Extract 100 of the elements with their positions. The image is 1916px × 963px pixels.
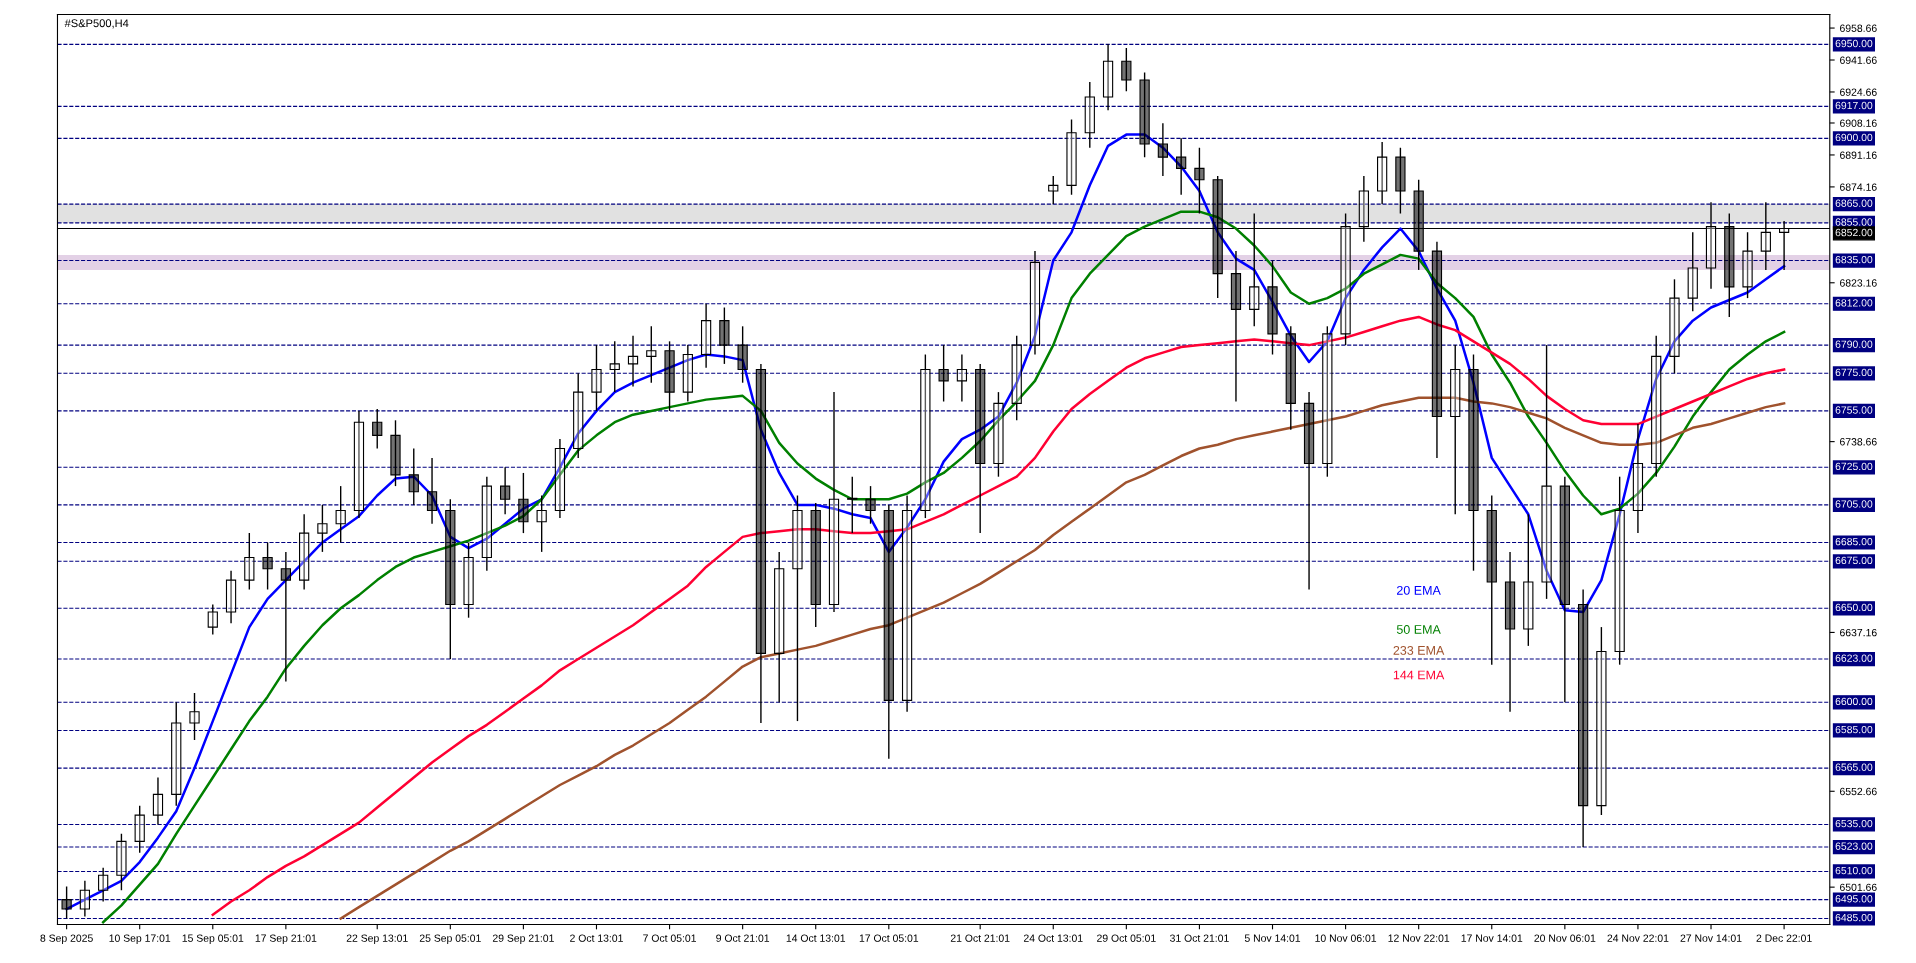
candlestick — [828, 391, 840, 613]
candlestick — [700, 303, 712, 369]
line-series — [339, 396, 1786, 920]
candlestick — [1157, 122, 1169, 177]
candlestick — [975, 363, 986, 534]
candlestick — [1303, 391, 1315, 591]
candlestick — [1651, 335, 1662, 478]
y-tick-label: 6941.66 — [1840, 56, 1877, 64]
candlestick — [774, 551, 785, 703]
candlestick — [1121, 47, 1132, 93]
x-tick-label: 5 Nov 14:01 — [1244, 934, 1301, 942]
candlestick — [1468, 353, 1479, 572]
ref-line-label: 6835.00 — [1835, 255, 1873, 264]
ref-line-label: 6852.00 — [1835, 228, 1873, 237]
candlestick — [883, 504, 894, 760]
candlestick — [993, 391, 1004, 478]
y-tick-label: 6501.66 — [1840, 883, 1877, 892]
candlestick — [755, 363, 767, 724]
candlestick — [1267, 259, 1278, 356]
x-tick-label: 17 Nov 14:01 — [1461, 934, 1523, 942]
candlestick — [244, 532, 255, 591]
y-tick-label: 6874.16 — [1840, 183, 1877, 191]
candlestick — [372, 408, 383, 450]
ref-line-label: 6565.00 — [1835, 763, 1873, 771]
candlestick — [646, 325, 657, 384]
candlestick — [920, 353, 931, 519]
ref-line-label: 6855.00 — [1835, 218, 1873, 226]
candlestick — [1450, 344, 1461, 515]
candlestick — [1614, 476, 1625, 666]
candlestick — [463, 541, 474, 619]
candlestick — [609, 340, 620, 393]
candlestick — [1669, 278, 1680, 375]
x-tick-label: 2 Oct 13:01 — [570, 934, 623, 942]
candlestick — [536, 494, 547, 553]
candlestick — [280, 551, 291, 683]
x-tick-label: 24 Oct 13:01 — [1023, 934, 1083, 942]
candlestick — [353, 410, 365, 519]
x-tick-label: 7 Oct 05:01 — [643, 934, 696, 942]
candlestick — [1084, 81, 1095, 149]
candlestick — [1066, 118, 1077, 196]
candlestick — [810, 502, 821, 628]
candlestick — [207, 603, 218, 636]
x-tick-label: 29 Oct 05:01 — [1097, 934, 1156, 942]
ref-line-label: 6685.00 — [1835, 537, 1873, 546]
ref-line-label: 6675.00 — [1835, 556, 1873, 565]
y-tick-label: 6891.16 — [1840, 151, 1877, 159]
candlestick — [299, 513, 310, 591]
candlestick — [1523, 513, 1534, 647]
candlestick — [1176, 137, 1187, 196]
x-tick-label: 10 Nov 06:01 — [1315, 934, 1377, 942]
x-tick-label: 15 Sep 05:01 — [182, 934, 244, 944]
ref-line-label: 6790.00 — [1835, 340, 1873, 348]
y-tick-label: 6637.16 — [1840, 628, 1877, 637]
text: 20 EMA — [1397, 585, 1441, 595]
candlestick — [682, 344, 693, 403]
candlestick — [554, 438, 566, 519]
candlestick — [61, 885, 72, 920]
ref-line-label: 6812.00 — [1835, 299, 1873, 307]
x-tick-label: 9 Oct 21:01 — [716, 934, 770, 942]
x-tick-label: 24 Nov 22:01 — [1607, 934, 1669, 942]
candlestick — [627, 335, 639, 388]
candlestick — [1504, 551, 1516, 713]
ref-line-label: 6535.00 — [1835, 819, 1873, 828]
x-tick-label: 31 Oct 21:01 — [1170, 934, 1229, 942]
candlestick — [1377, 141, 1388, 205]
candlestick — [335, 485, 346, 544]
ref-line-label: 6585.00 — [1835, 725, 1873, 734]
x-tick-label: 25 Sep 05:01 — [419, 934, 481, 944]
candlestick — [1139, 71, 1150, 158]
y-tick-label: 6908.16 — [1840, 119, 1877, 127]
ref-line-label: 6705.00 — [1835, 500, 1873, 508]
y-tick-label: 6823.16 — [1840, 279, 1877, 287]
candlestick — [1541, 344, 1552, 600]
candlestick — [573, 372, 584, 459]
ref-line-label: 6650.00 — [1835, 603, 1873, 612]
ref-line-label: 6495.00 — [1835, 895, 1873, 903]
candlestick — [1742, 231, 1753, 299]
x-tick-label: 14 Oct 13:01 — [786, 934, 846, 942]
x-tick-label: 20 Nov 06:01 — [1534, 934, 1596, 942]
candlestick — [1048, 175, 1059, 205]
candlestick — [1194, 147, 1205, 215]
candlestick — [499, 466, 511, 515]
candlestick — [426, 457, 438, 525]
candlestick — [79, 880, 91, 918]
candlestick — [481, 476, 492, 572]
candlestick — [792, 494, 803, 722]
candlestick — [262, 541, 273, 591]
y-tick-label: 6958.66 — [1840, 24, 1877, 32]
chart-title: #S&P500,H4 — [64, 19, 129, 29]
candlestick — [938, 344, 949, 403]
x-tick-label: 2 Dec 22:01 — [1756, 934, 1812, 942]
candlestick — [1102, 43, 1114, 111]
x-tick-label: 8 Sep 2025 — [40, 934, 93, 944]
candlestick — [664, 340, 675, 412]
line-series — [211, 315, 1786, 916]
candlestick — [1687, 231, 1698, 312]
x-tick-label: 27 Nov 14:01 — [1680, 934, 1742, 942]
y-tick-label: 6738.66 — [1840, 438, 1877, 446]
x-tick-label: 12 Nov 22:01 — [1388, 934, 1450, 942]
candlestick — [518, 472, 529, 534]
